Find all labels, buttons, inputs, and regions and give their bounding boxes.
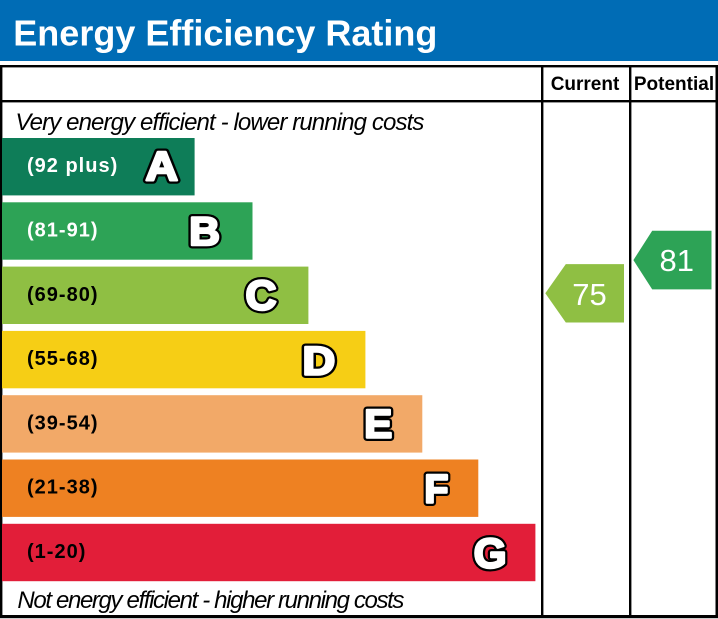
svg-text:A: A bbox=[145, 144, 177, 190]
svg-text:C: C bbox=[245, 272, 276, 318]
svg-text:G: G bbox=[474, 529, 507, 576]
svg-text:75: 75 bbox=[572, 277, 606, 312]
svg-text:A: A bbox=[145, 144, 177, 190]
svg-text:(39-54): (39-54) bbox=[27, 412, 98, 434]
svg-text:F: F bbox=[424, 467, 448, 511]
svg-text:D: D bbox=[303, 339, 336, 384]
svg-text:Very energy efficient - lower: Very energy efficient - lower running co… bbox=[15, 109, 424, 136]
svg-text:81: 81 bbox=[659, 243, 693, 278]
svg-text:E: E bbox=[364, 401, 392, 446]
svg-text:F: F bbox=[424, 467, 448, 511]
svg-text:Current: Current bbox=[551, 74, 620, 95]
svg-text:C: C bbox=[245, 272, 276, 318]
svg-text:Potential: Potential bbox=[634, 74, 714, 95]
svg-text:(21-38): (21-38) bbox=[27, 477, 98, 499]
svg-text:B: B bbox=[189, 209, 220, 254]
svg-text:Not energy efficient - higher: Not energy efficient - higher running co… bbox=[17, 587, 404, 614]
svg-text:(92 plus): (92 plus) bbox=[27, 155, 118, 177]
svg-text:D: D bbox=[303, 339, 336, 384]
svg-text:(81-91): (81-91) bbox=[27, 220, 98, 242]
svg-text:Energy Efficiency Rating: Energy Efficiency Rating bbox=[13, 13, 437, 54]
svg-text:(1-20): (1-20) bbox=[27, 541, 86, 563]
svg-text:(69-80): (69-80) bbox=[27, 284, 98, 306]
svg-text:(55-68): (55-68) bbox=[27, 348, 98, 370]
svg-text:B: B bbox=[189, 209, 220, 254]
svg-text:G: G bbox=[474, 529, 507, 576]
svg-text:E: E bbox=[364, 401, 392, 446]
